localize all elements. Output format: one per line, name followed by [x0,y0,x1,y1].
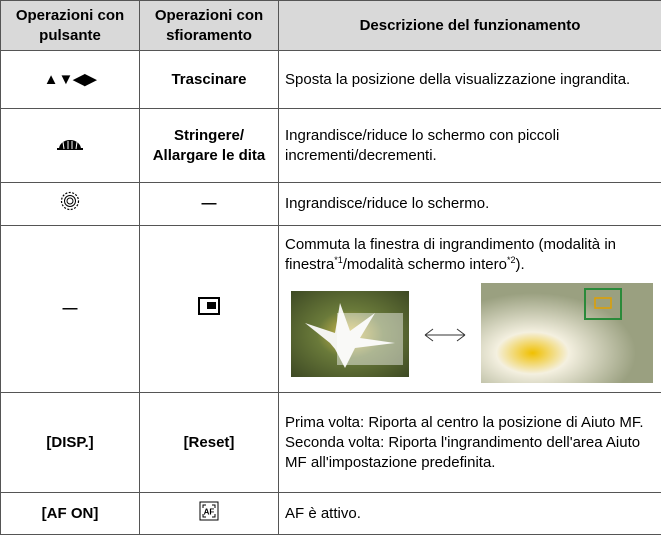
description-cell: Prima volta: Riporta al centro la posizi… [279,393,661,493]
button-cell: — [1,226,140,393]
button-cell [1,183,140,226]
row: — Ingrandisce/riduce lo schermo. [1,183,661,226]
svg-text:AF: AF [204,507,215,516]
touch-cell [140,226,279,393]
row: [AF ON] AF AF è attivo. [1,493,661,535]
description-cell: Commuta la finestra di ingrandimento (mo… [279,226,661,393]
illustration [285,283,655,383]
button-cell: [DISP.] [1,393,140,493]
dial-icon [57,136,83,150]
text: /modalità schermo intero [343,256,507,273]
row: [DISP.] [Reset] Prima volta: Riporta al … [1,393,661,493]
description-cell: Sposta la posizione della visualizzazion… [279,51,661,109]
header-row: Operazioni con pulsante Operazioni con s… [1,1,661,51]
touch-cell: — [140,183,279,226]
button-cell [1,109,140,183]
header-cell: Descrizione del funzionamento [279,1,661,51]
button-cell: ▲▼◀▶ [1,51,140,109]
af-icon: AF [199,501,219,521]
row: — Commuta la finestra di ingrandimento (… [1,226,661,393]
control-dial-icon [60,191,80,211]
row: ▲▼◀▶ Trascinare Sposta la posizione dell… [1,51,661,109]
header-cell: Operazioni con pulsante [1,1,140,51]
touch-cell: Stringere/ Allargare le dita [140,109,279,183]
description-cell: AF è attivo. [279,493,661,535]
button-cell: [AF ON] [1,493,140,535]
text: Prima volta: Riporta al centro la posizi… [285,413,655,433]
text: Seconda volta: Riporta l'ingrandimento d… [285,433,655,473]
description-cell: Ingrandisce/riduce lo schermo con piccol… [279,109,661,183]
illustration-graphic [285,283,655,383]
row: Stringere/ Allargare le dita Ingrandisce… [1,109,661,183]
touch-cell: Trascinare [140,51,279,109]
footnote: *1 [334,255,343,265]
touch-cell: AF [140,493,279,535]
header-cell: Operazioni con sfioramento [140,1,279,51]
description-cell: Ingrandisce/riduce lo schermo. [279,183,661,226]
text: ). [515,256,524,273]
window-icon [198,297,220,315]
touch-cell: [Reset] [140,393,279,493]
